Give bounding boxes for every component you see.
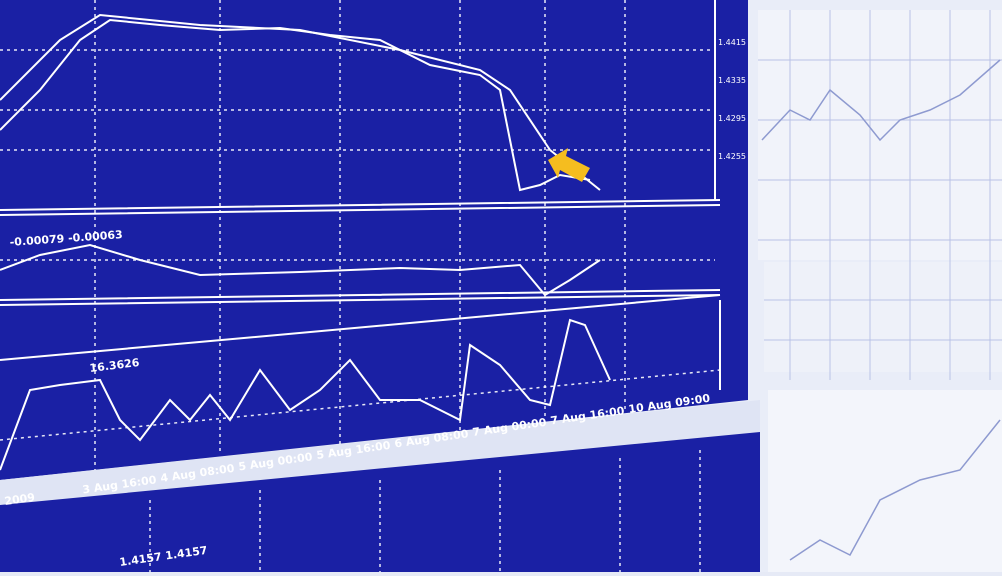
stochastic-label: 16.3626 — [89, 356, 141, 375]
separator — [0, 400, 760, 505]
time-label: 2009 — [4, 491, 36, 508]
price-label: 1.4255 — [718, 152, 746, 161]
price-label: 1.4415 — [718, 38, 746, 47]
arrow-marker — [548, 148, 590, 182]
price-lines — [0, 13, 611, 471]
price-label: 1.4335 — [718, 76, 746, 85]
panel-borders — [0, 0, 721, 390]
chart-grid — [0, 0, 721, 572]
price-label: 1.4295 — [718, 114, 746, 123]
side-panel-grid — [758, 10, 1002, 572]
